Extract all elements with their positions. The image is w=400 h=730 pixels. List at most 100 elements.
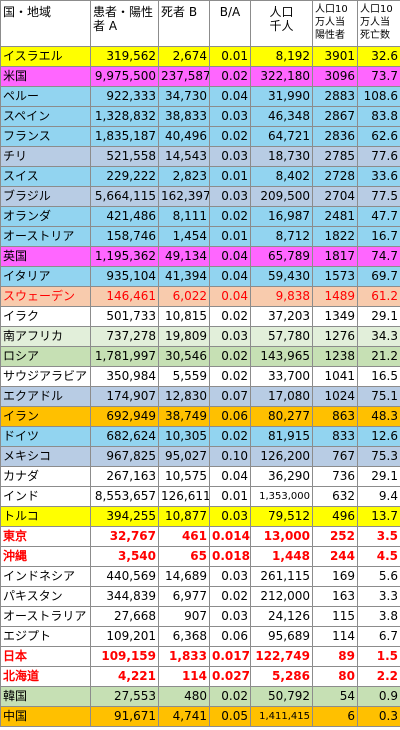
table-row: スイス 229,222 2,823 0.01 8,402 2728 33.6: [0, 166, 400, 187]
cell-deaths: 114: [158, 666, 210, 687]
cell-positive-per100k: 163: [312, 586, 358, 607]
cell-deaths: 6,022: [158, 286, 210, 307]
cell-deaths: 8,111: [158, 206, 210, 227]
cell-deaths-per100k: 108.6: [357, 86, 400, 107]
cell-deaths-per100k: 75.1: [357, 386, 400, 407]
cell-patients: 1,781,997: [90, 346, 159, 367]
cell-population: 24,126: [250, 606, 313, 627]
cell-ratio: 0.017: [209, 646, 251, 667]
cell-deaths: 480: [158, 686, 210, 707]
header-patients: 患者・陽性 者 A: [90, 0, 159, 47]
cell-country: イラン: [0, 406, 91, 427]
table-row: インド 8,553,657 126,611 0.01 1,353,000 632 9.4: [0, 486, 400, 507]
cell-patients: 501,733: [90, 306, 159, 327]
cell-positive-per100k: 3096: [312, 66, 358, 87]
table-row: フランス 1,835,187 40,496 0.02 64,721 2836 62.6: [0, 126, 400, 147]
cell-positive-per100k: 2728: [312, 166, 358, 187]
table-row: オランダ 421,486 8,111 0.02 16,987 2481 47.7: [0, 206, 400, 227]
cell-deaths: 14,543: [158, 146, 210, 167]
cell-deaths: 40,496: [158, 126, 210, 147]
cell-ratio: 0.06: [209, 406, 251, 427]
cell-positive-per100k: 2867: [312, 106, 358, 127]
cell-population: 322,180: [250, 66, 313, 87]
cell-ratio: 0.01: [209, 46, 251, 67]
cell-deaths: 65: [158, 546, 210, 567]
cell-country: フランス: [0, 126, 91, 147]
cell-positive-per100k: 6: [312, 706, 358, 727]
cell-ratio: 0.02: [209, 426, 251, 447]
table-row: 米国 9,975,500 237,587 0.02 322,180 3096 73.7: [0, 66, 400, 87]
cell-positive-per100k: 1238: [312, 346, 358, 367]
cell-population: 95,689: [250, 626, 313, 647]
cell-country: エクアドル: [0, 386, 91, 407]
cell-population: 31,990: [250, 86, 313, 107]
table-row: イタリア 935,104 41,394 0.04 59,430 1573 69.7: [0, 266, 400, 287]
cell-country: 北海道: [0, 666, 91, 687]
header-per100k-positive: 人口10 万人当 陽性者: [312, 0, 358, 47]
table-row: イスラエル 319,562 2,674 0.01 8,192 3901 32.6: [0, 46, 400, 67]
cell-ratio: 0.10: [209, 446, 251, 467]
cell-positive-per100k: 80: [312, 666, 358, 687]
cell-deaths-per100k: 69.7: [357, 266, 400, 287]
cell-ratio: 0.03: [209, 566, 251, 587]
cell-deaths-per100k: 2.2: [357, 666, 400, 687]
cell-patients: 394,255: [90, 506, 159, 527]
cell-deaths-per100k: 16.5: [357, 366, 400, 387]
cell-deaths: 2,823: [158, 166, 210, 187]
cell-deaths: 30,546: [158, 346, 210, 367]
cell-ratio: 0.02: [209, 66, 251, 87]
cell-ratio: 0.04: [209, 86, 251, 107]
cell-patients: 27,553: [90, 686, 159, 707]
cell-positive-per100k: 2785: [312, 146, 358, 167]
cell-population: 13,000: [250, 526, 313, 547]
cell-country: 英国: [0, 246, 91, 267]
cell-country: ブラジル: [0, 186, 91, 207]
cell-patients: 935,104: [90, 266, 159, 287]
cell-deaths-per100k: 1.5: [357, 646, 400, 667]
table-row: トルコ 394,255 10,877 0.03 79,512 496 13.7: [0, 506, 400, 527]
cell-patients: 350,984: [90, 366, 159, 387]
cell-patients: 8,553,657: [90, 486, 159, 507]
cell-deaths: 5,559: [158, 366, 210, 387]
table-row: イラン 692,949 38,749 0.06 80,277 863 48.3: [0, 406, 400, 427]
cell-deaths-per100k: 29.1: [357, 466, 400, 487]
cell-deaths-per100k: 74.7: [357, 246, 400, 267]
cell-ratio: 0.01: [209, 486, 251, 507]
cell-population: 8,192: [250, 46, 313, 67]
cell-population: 209,500: [250, 186, 313, 207]
cell-deaths: 10,305: [158, 426, 210, 447]
cell-patients: 229,222: [90, 166, 159, 187]
cell-positive-per100k: 1489: [312, 286, 358, 307]
cell-positive-per100k: 2883: [312, 86, 358, 107]
cell-country: ドイツ: [0, 426, 91, 447]
table-row: サウジアラビア 350,984 5,559 0.02 33,700 1041 16.5: [0, 366, 400, 387]
cell-ratio: 0.03: [209, 506, 251, 527]
cell-patients: 344,839: [90, 586, 159, 607]
header-row: 国・地域 患者・陽性 者 A 死者 B B/A 人口 千人 人口10 万人当 陽…: [0, 0, 400, 47]
cell-country: チリ: [0, 146, 91, 167]
cell-deaths-per100k: 12.6: [357, 426, 400, 447]
cell-patients: 922,333: [90, 86, 159, 107]
cell-deaths: 237,587: [158, 66, 210, 87]
cell-deaths-per100k: 48.3: [357, 406, 400, 427]
cell-country: インド: [0, 486, 91, 507]
cell-deaths-per100k: 73.7: [357, 66, 400, 87]
cell-population: 18,730: [250, 146, 313, 167]
cell-positive-per100k: 1276: [312, 326, 358, 347]
cell-deaths-per100k: 6.7: [357, 626, 400, 647]
cell-patients: 421,486: [90, 206, 159, 227]
cell-ratio: 0.04: [209, 246, 251, 267]
cell-deaths-per100k: 5.6: [357, 566, 400, 587]
cell-country: パキスタン: [0, 586, 91, 607]
cell-country: ロシア: [0, 346, 91, 367]
cell-population: 81,915: [250, 426, 313, 447]
cell-country: イタリア: [0, 266, 91, 287]
cell-patients: 1,195,362: [90, 246, 159, 267]
cell-country: スウェーデン: [0, 286, 91, 307]
cell-deaths-per100k: 3.8: [357, 606, 400, 627]
cell-deaths-per100k: 13.7: [357, 506, 400, 527]
cell-patients: 27,668: [90, 606, 159, 627]
cell-deaths: 1,833: [158, 646, 210, 667]
cell-country: エジプト: [0, 626, 91, 647]
cell-positive-per100k: 1573: [312, 266, 358, 287]
